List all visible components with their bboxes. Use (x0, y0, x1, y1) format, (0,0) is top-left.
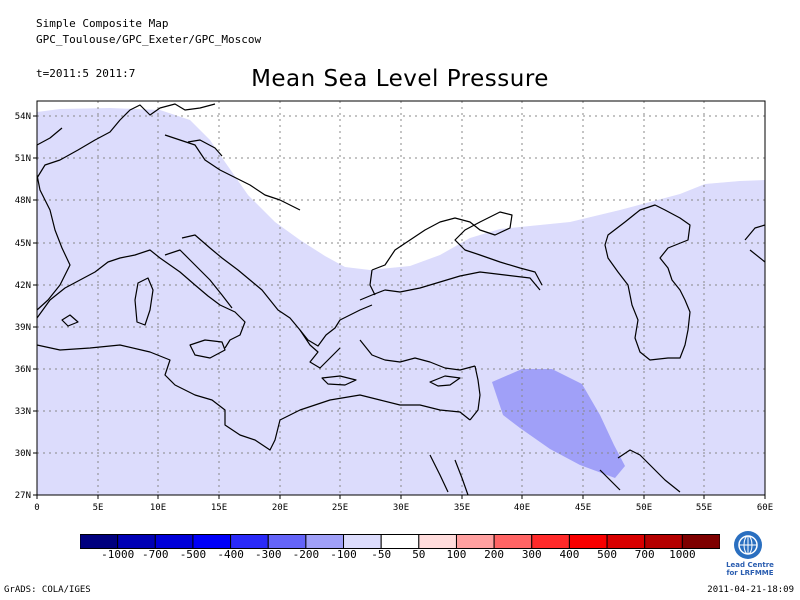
lon-label: 30E (393, 503, 409, 513)
colorbar-label: -200 (292, 548, 320, 561)
lon-label: 45E (575, 503, 591, 513)
lon-label: 25E (332, 503, 348, 513)
lat-label: 30N (15, 449, 31, 459)
colorbar-label: 400 (559, 548, 580, 561)
colorbar-swatch (192, 534, 232, 549)
coastlines (36, 103, 766, 496)
header-line-2: GPC_Toulouse/GPC_Exeter/GPC_Moscow (36, 33, 262, 46)
colorbar-swatch (343, 534, 382, 549)
logo-caption-line-1: Lead Centre (726, 561, 774, 569)
mid-anomaly-patch (492, 369, 625, 478)
colorbar-label: -50 (371, 548, 392, 561)
light-anomaly-band (37, 108, 765, 495)
lat-label: 39N (15, 323, 31, 333)
colorbar-swatch (230, 534, 269, 549)
colorbar-label: -1000 (101, 548, 135, 561)
header-line-1: Simple Composite Map (36, 17, 169, 30)
lat-label: 42N (15, 281, 31, 291)
colorbar-label: 50 (412, 548, 426, 561)
colorbar-swatch (493, 534, 533, 549)
colorbar-label: 200 (484, 548, 505, 561)
colorbar-label: -700 (142, 548, 169, 561)
colorbar-swatch (418, 534, 457, 549)
lon-label: 40E (514, 503, 530, 513)
map-title: Mean Sea Level Pressure (251, 66, 549, 92)
colorbar-swatch (681, 534, 720, 549)
lon-label: 10E (150, 503, 166, 513)
lon-label: 20E (272, 503, 288, 513)
lat-label: 51N (15, 154, 31, 164)
colorbar-label: 700 (634, 548, 655, 561)
lat-label: 33N (15, 407, 31, 417)
grid-lines (37, 101, 765, 495)
colorbar-swatch (606, 534, 646, 549)
tick-marks (33, 115, 766, 499)
colorbar-label: 300 (521, 548, 542, 561)
lat-label: 27N (15, 491, 31, 501)
lon-label: 0 (34, 503, 39, 513)
wmo-logo-icon (734, 531, 762, 559)
lon-label: 60E (757, 503, 773, 513)
lon-label: 50E (636, 503, 652, 513)
colorbar-swatch (80, 534, 119, 549)
logo-caption: Lead Centre for LRFMME (722, 561, 778, 577)
colorbar-label: 1000 (669, 548, 696, 561)
colorbar-label: -100 (330, 548, 357, 561)
colorbar-label: -500 (179, 548, 207, 561)
colorbar-swatch (117, 534, 156, 549)
colorbar-swatch (305, 534, 345, 549)
colorbar-swatch (531, 534, 570, 549)
lat-label: 48N (15, 196, 31, 206)
colorbar-swatch (380, 534, 420, 549)
lon-label: 5E (93, 503, 104, 513)
colorbar-swatch (154, 534, 194, 549)
time-range: t=2011:5 2011:7 (36, 67, 136, 80)
colorbar-label: 100 (446, 548, 467, 561)
colorbar-swatch (568, 534, 608, 549)
colorbar-swatch (644, 534, 683, 549)
colorbar-swatch (455, 534, 495, 549)
colorbar-label: 500 (597, 548, 617, 561)
lon-label: 15E (211, 503, 227, 513)
colorbar-label: -300 (254, 548, 282, 561)
colorbar (80, 534, 720, 549)
footer-timestamp: 2011-04-21-18:09 (707, 585, 794, 595)
footer-credit: GrADS: COLA/IGES (4, 585, 91, 595)
lat-label: 54N (15, 112, 31, 122)
lon-label: 55E (696, 503, 712, 513)
colorbar-swatch (267, 534, 307, 549)
lat-label: 45N (15, 239, 31, 249)
colorbar-label: -400 (217, 548, 244, 561)
lon-label: 35E (454, 503, 470, 513)
lat-label: 36N (15, 365, 31, 375)
logo-caption-line-2: for LRFMME (726, 569, 774, 577)
